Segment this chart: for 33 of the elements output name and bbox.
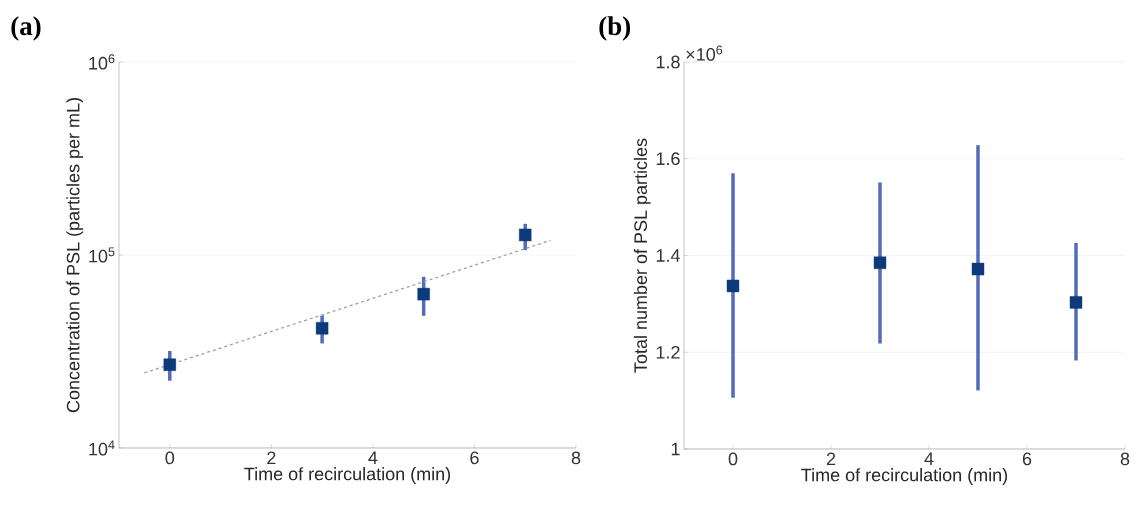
point (519, 228, 532, 242)
y-tick-label: 10$^{6}$ (89, 54, 115, 70)
y-tick-label: 1.8 (656, 55, 680, 69)
point (163, 358, 176, 371)
x-axis-title: Time of recirculation (min) (244, 467, 451, 484)
x-tick-label: 0 (728, 452, 738, 466)
point (726, 279, 740, 293)
x-tick-label: 6 (470, 451, 479, 465)
y-tick-label: 1.2 (656, 345, 680, 359)
point (315, 322, 329, 335)
point (417, 287, 430, 301)
chart-title: (a) (11, 16, 41, 41)
x-tick-label: 2 (267, 451, 276, 465)
text: ×10$^{6}$ (686, 45, 723, 61)
x-tick-label: 8 (571, 451, 581, 465)
x-tick-label: 4 (368, 451, 378, 464)
x-tick-label: 6 (1022, 452, 1032, 466)
y-tick-label: 10$^{4}$ (89, 440, 115, 456)
point (1069, 296, 1083, 309)
x-tick-label: 8 (1120, 452, 1130, 466)
y-axis-title: Total number of PSL particles (633, 138, 651, 373)
y-tick-label: 10$^{5}$ (89, 247, 115, 263)
point (873, 256, 887, 269)
x-tick-label: 0 (165, 451, 175, 465)
y-tick-label: 1.6 (656, 152, 680, 166)
y-axis-title: Concentration of PSL (particles per mL) (66, 98, 84, 413)
chart-title: (b) (599, 16, 631, 41)
x-axis-title: Time of recirculation (min) (801, 468, 1008, 485)
x-tick-label: 2 (826, 452, 836, 466)
y-tick-label: 1 (671, 442, 680, 456)
point (971, 262, 985, 276)
y-tick-label: 1.4 (656, 249, 680, 262)
x-tick-label: 4 (924, 452, 934, 465)
